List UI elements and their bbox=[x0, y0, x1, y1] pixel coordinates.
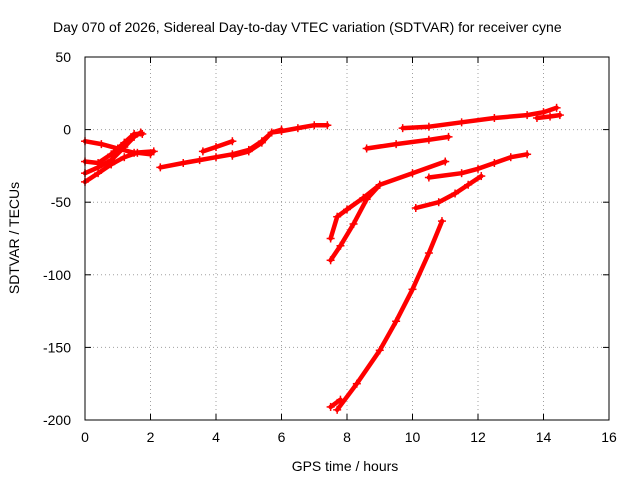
data-point bbox=[546, 112, 555, 121]
chart-title: Day 070 of 2026, Sidereal Day-to-day VTE… bbox=[53, 19, 562, 35]
y-tick-label: -50 bbox=[51, 194, 71, 210]
data-point bbox=[293, 124, 302, 133]
series-track-16 bbox=[328, 397, 343, 410]
data-point bbox=[179, 158, 188, 167]
data-point bbox=[375, 180, 384, 189]
series-layer bbox=[81, 103, 564, 414]
y-tick-label: 0 bbox=[63, 122, 71, 138]
data-point bbox=[156, 163, 165, 172]
series-track-5 bbox=[158, 122, 330, 170]
data-point bbox=[120, 153, 129, 162]
data-point bbox=[539, 108, 548, 117]
data-point bbox=[523, 150, 532, 159]
data-point bbox=[457, 118, 466, 127]
data-point bbox=[444, 132, 453, 141]
data-point bbox=[228, 137, 237, 146]
data-point bbox=[424, 173, 433, 182]
data-point bbox=[441, 157, 450, 166]
series-track-12 bbox=[328, 182, 383, 263]
series-track-11 bbox=[328, 159, 448, 241]
data-point bbox=[326, 402, 335, 411]
data-point bbox=[552, 103, 561, 112]
data-point bbox=[333, 212, 342, 221]
data-point bbox=[146, 150, 155, 159]
tick-label-layer: 0 2 4 6 8 10 12 14 16 -200 -150 -100 -50 0 50 bbox=[43, 49, 617, 445]
data-point bbox=[555, 111, 564, 120]
data-point bbox=[464, 180, 473, 189]
data-point bbox=[326, 256, 335, 265]
data-point bbox=[375, 346, 384, 355]
x-tick-label: 12 bbox=[470, 429, 486, 445]
data-point bbox=[349, 219, 358, 228]
series-track-10 bbox=[364, 134, 451, 151]
data-point bbox=[474, 164, 482, 173]
data-point bbox=[267, 128, 276, 137]
data-point bbox=[336, 241, 345, 250]
y-tick-label: -100 bbox=[43, 267, 71, 283]
x-tick-label: 16 bbox=[601, 429, 617, 445]
data-point bbox=[310, 121, 319, 130]
data-point bbox=[198, 147, 207, 156]
data-point bbox=[333, 405, 342, 414]
tick-layer bbox=[84, 56, 610, 421]
data-point bbox=[411, 204, 420, 213]
data-point bbox=[343, 205, 351, 214]
x-tick-label: 10 bbox=[405, 429, 421, 445]
data-point bbox=[326, 234, 335, 243]
data-point bbox=[120, 143, 129, 152]
x-axis-label: GPS time / hours bbox=[292, 458, 399, 474]
data-point bbox=[362, 144, 371, 153]
data-point bbox=[424, 135, 433, 144]
data-point bbox=[451, 189, 460, 198]
data-point bbox=[336, 395, 345, 404]
x-tick-label: 8 bbox=[343, 429, 351, 445]
x-tick-label: 0 bbox=[81, 429, 89, 445]
data-point bbox=[424, 122, 433, 131]
x-tick-label: 14 bbox=[536, 429, 552, 445]
series-track-14 bbox=[413, 173, 484, 211]
data-point bbox=[136, 128, 145, 137]
data-point bbox=[434, 198, 443, 207]
x-tick-label: 2 bbox=[147, 429, 155, 445]
data-point bbox=[212, 143, 220, 152]
x-tick-label: 6 bbox=[278, 429, 286, 445]
data-point bbox=[107, 160, 116, 169]
data-point bbox=[437, 217, 446, 226]
data-point bbox=[424, 249, 433, 258]
y-tick-label: -150 bbox=[43, 339, 71, 355]
data-point bbox=[244, 147, 253, 156]
data-point bbox=[408, 169, 417, 178]
x-tick-label: 4 bbox=[212, 429, 220, 445]
y-axis-label: SDTVAR / TECUs bbox=[6, 182, 22, 294]
data-point bbox=[408, 285, 417, 294]
data-point bbox=[195, 156, 204, 165]
data-point bbox=[277, 125, 286, 134]
data-point bbox=[228, 151, 237, 160]
data-point bbox=[212, 153, 220, 162]
data-point bbox=[477, 172, 486, 181]
data-point bbox=[490, 158, 499, 167]
data-point bbox=[523, 111, 532, 120]
series-track-15 bbox=[334, 218, 445, 413]
data-point bbox=[362, 195, 371, 204]
data-point bbox=[490, 113, 499, 122]
data-point bbox=[352, 379, 361, 388]
data-point bbox=[97, 140, 106, 149]
data-point bbox=[133, 148, 142, 157]
data-point bbox=[130, 132, 139, 141]
data-point bbox=[398, 124, 407, 133]
data-point bbox=[94, 169, 103, 178]
data-point bbox=[323, 121, 332, 130]
data-point bbox=[392, 317, 401, 326]
data-point bbox=[257, 138, 266, 147]
y-tick-label: 50 bbox=[55, 49, 71, 65]
data-point bbox=[392, 140, 401, 149]
y-tick-label: -200 bbox=[43, 412, 71, 428]
data-point bbox=[457, 169, 466, 178]
data-point bbox=[506, 153, 515, 162]
data-point bbox=[532, 113, 541, 122]
